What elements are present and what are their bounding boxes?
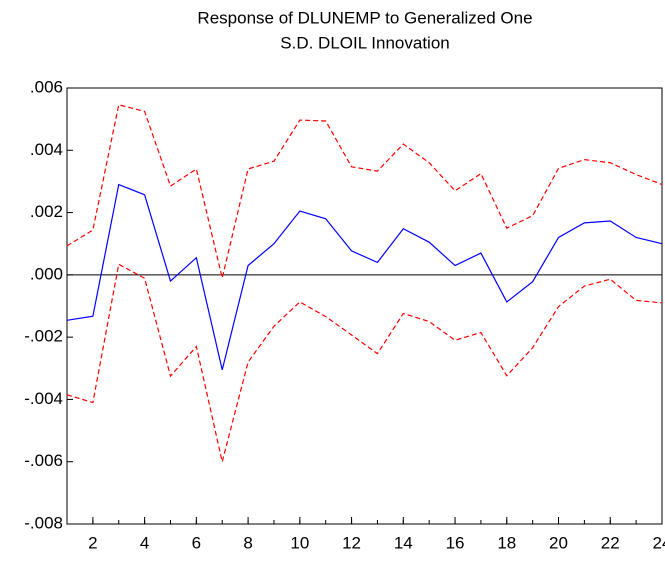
chart-title: S.D. DLOIL Innovation xyxy=(280,33,449,52)
chart-title: Response of DLUNEMP to Generalized One xyxy=(197,8,532,27)
y-tick-label: .004 xyxy=(30,140,63,159)
y-tick-label: -.008 xyxy=(24,513,63,532)
x-tick-label: 8 xyxy=(243,533,252,552)
x-tick-label: 22 xyxy=(601,533,620,552)
x-tick-label: 20 xyxy=(549,533,568,552)
x-tick-label: 10 xyxy=(290,533,309,552)
y-tick-label: -.002 xyxy=(24,327,63,346)
x-tick-label: 2 xyxy=(88,533,97,552)
x-tick-label: 16 xyxy=(446,533,465,552)
y-tick-label: .002 xyxy=(30,202,63,221)
y-tick-label: -.004 xyxy=(24,389,63,408)
series-line xyxy=(66,263,663,462)
series-line xyxy=(66,183,663,370)
x-tick-label: 14 xyxy=(394,533,413,552)
x-tick-label: 4 xyxy=(140,533,149,552)
x-tick-label: 6 xyxy=(192,533,201,552)
series-line xyxy=(66,104,663,279)
x-tick-label: 18 xyxy=(497,533,516,552)
plot-frame xyxy=(66,87,663,525)
x-tick-label: 12 xyxy=(342,533,361,552)
y-tick-label: .006 xyxy=(30,77,63,96)
x-tick-label: 24 xyxy=(653,533,665,552)
y-tick-label: .000 xyxy=(30,264,63,283)
y-tick-label: -.006 xyxy=(24,451,63,470)
